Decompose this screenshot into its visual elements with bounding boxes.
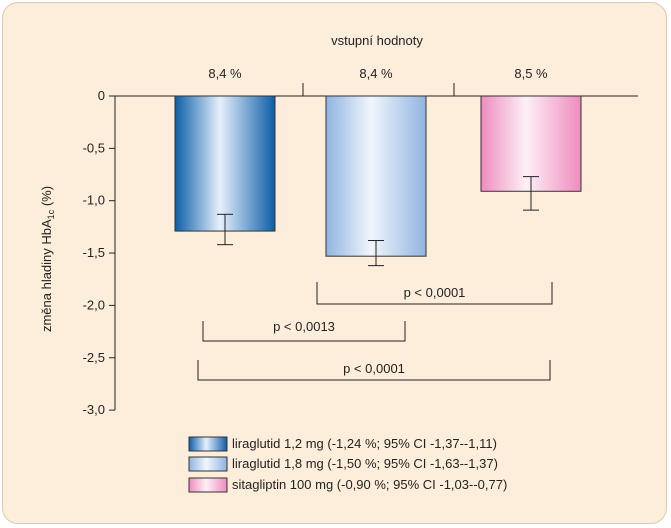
top-title: vstupní hodnoty (331, 33, 423, 48)
legend-swatch (188, 456, 228, 472)
y-tick-label: -2,0 (83, 297, 105, 312)
y-axis-title: změna hladiny HbA1c (%) (39, 186, 56, 332)
p-value-label: p < 0,0013 (273, 319, 335, 334)
y-tick-label: -0,5 (83, 140, 105, 155)
bracket-line (316, 282, 553, 305)
y-tick-label: -1,0 (83, 193, 105, 208)
p-value-label: p < 0,0001 (404, 285, 466, 300)
bracket-line (197, 360, 551, 381)
y-tick-label: 0 (98, 88, 105, 103)
comparison-bracket: p < 0,0013 (202, 319, 406, 342)
legend-swatch (188, 477, 228, 493)
plot-area: 0 -0,5 -1,0 -1,5 -2,0 -2,5 -3,0 8,4 % 8,4 % 8,5 %… (83, 66, 638, 493)
comparison-bracket: p < 0,0001 (316, 282, 553, 305)
bar (480, 95, 582, 192)
bar (174, 95, 276, 232)
y-tick-label: -2,5 (83, 350, 105, 365)
y-tick-label: -1,5 (83, 245, 105, 260)
bracket-line (202, 321, 406, 342)
legend-label: liraglutid 1,2 mg (-1,24 %; 95% CI -1,37… (232, 436, 497, 451)
legend-item: liraglutid 1,2 mg (-1,24 %; 95% CI -1,37… (188, 436, 497, 452)
baseline-label: 8,5 % (514, 66, 548, 81)
bar (325, 95, 427, 257)
chart-panel (2, 2, 667, 524)
baseline-label: 8,4 % (359, 66, 393, 81)
legend-item: sitagliptin 100 mg (-0,90 %; 95% CI -1,0… (188, 477, 507, 493)
y-axis-title-sub: 1c (46, 209, 56, 219)
legend-label: sitagliptin 100 mg (-0,90 %; 95% CI -1,0… (232, 477, 507, 492)
legend-swatch (188, 436, 228, 452)
baseline-label: 8,4 % (208, 66, 242, 81)
y-tick-label: -3,0 (83, 402, 105, 417)
y-axis-title-main: změna hladiny HbA (39, 219, 54, 332)
y-axis-title-unit: (%) (39, 186, 54, 210)
legend-item: liraglutid 1,8 mg (-1,50 %; 95% CI -1,63… (188, 456, 498, 472)
comparison-bracket: p < 0,0001 (197, 360, 551, 381)
legend-label: liraglutid 1,8 mg (-1,50 %; 95% CI -1,63… (232, 456, 498, 471)
p-value-label: p < 0,0001 (343, 361, 405, 376)
